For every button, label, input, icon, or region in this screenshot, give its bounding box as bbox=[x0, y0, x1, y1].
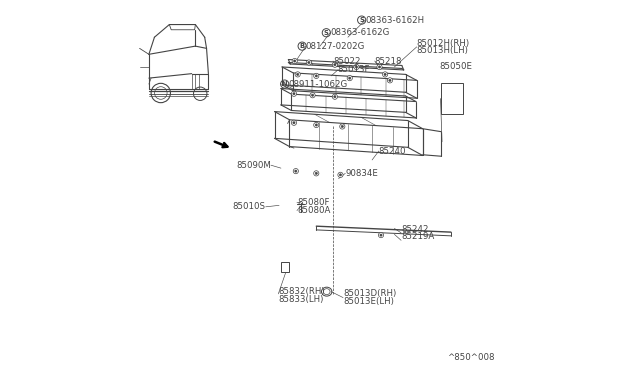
Circle shape bbox=[315, 172, 317, 174]
Text: 85080F: 85080F bbox=[297, 198, 330, 207]
Circle shape bbox=[314, 122, 319, 128]
Text: 85242: 85242 bbox=[401, 225, 429, 234]
Circle shape bbox=[315, 124, 317, 126]
Circle shape bbox=[355, 66, 358, 68]
Text: 85010S: 85010S bbox=[233, 202, 266, 211]
Circle shape bbox=[291, 120, 296, 125]
Circle shape bbox=[334, 96, 336, 98]
Text: 85022: 85022 bbox=[333, 57, 360, 65]
Circle shape bbox=[389, 79, 391, 81]
Text: 85013F: 85013F bbox=[338, 65, 371, 74]
Circle shape bbox=[332, 94, 337, 99]
Text: 08363-6162G: 08363-6162G bbox=[330, 28, 389, 37]
Circle shape bbox=[293, 122, 295, 124]
Text: S: S bbox=[359, 17, 364, 23]
Circle shape bbox=[387, 78, 392, 83]
Circle shape bbox=[338, 172, 343, 177]
Circle shape bbox=[314, 73, 319, 78]
Circle shape bbox=[314, 171, 319, 176]
Text: 85219A: 85219A bbox=[401, 232, 435, 241]
Text: 85050E: 85050E bbox=[439, 62, 472, 71]
Text: 08363-6162H: 08363-6162H bbox=[365, 16, 424, 25]
Circle shape bbox=[339, 174, 342, 176]
Circle shape bbox=[295, 72, 300, 77]
Circle shape bbox=[341, 125, 344, 128]
Circle shape bbox=[332, 62, 337, 67]
Text: 85012H(RH): 85012H(RH) bbox=[417, 39, 470, 48]
Circle shape bbox=[383, 72, 388, 77]
Text: B: B bbox=[300, 43, 305, 49]
Bar bbox=[280, 262, 289, 272]
Circle shape bbox=[293, 93, 295, 95]
Circle shape bbox=[315, 75, 317, 77]
Text: ^850^008: ^850^008 bbox=[447, 353, 495, 362]
Text: 85832(RH): 85832(RH) bbox=[278, 287, 325, 296]
Text: 08911-1062G: 08911-1062G bbox=[289, 80, 348, 89]
Circle shape bbox=[294, 60, 296, 62]
Circle shape bbox=[294, 170, 297, 172]
Text: 08127-0202G: 08127-0202G bbox=[306, 42, 365, 51]
Circle shape bbox=[293, 169, 298, 174]
Circle shape bbox=[292, 58, 298, 64]
Circle shape bbox=[377, 64, 382, 70]
Circle shape bbox=[334, 64, 336, 66]
Text: S: S bbox=[324, 30, 329, 36]
Circle shape bbox=[340, 124, 345, 129]
Text: 85833(LH): 85833(LH) bbox=[278, 295, 324, 304]
Text: 85218: 85218 bbox=[374, 57, 402, 65]
Circle shape bbox=[378, 66, 381, 68]
Circle shape bbox=[354, 64, 359, 70]
Circle shape bbox=[312, 94, 314, 96]
Text: 85013D(RH): 85013D(RH) bbox=[343, 289, 396, 298]
Text: 85013E(LH): 85013E(LH) bbox=[343, 297, 394, 306]
Text: 90834E: 90834E bbox=[346, 169, 378, 178]
Circle shape bbox=[308, 61, 310, 64]
Circle shape bbox=[349, 77, 351, 79]
Circle shape bbox=[384, 73, 386, 76]
Text: 85013H(LH): 85013H(LH) bbox=[417, 46, 468, 55]
Text: 85240: 85240 bbox=[379, 147, 406, 155]
Bar bbox=[440, 83, 463, 114]
Circle shape bbox=[378, 232, 383, 238]
Text: 85090M: 85090M bbox=[236, 161, 271, 170]
Circle shape bbox=[347, 76, 353, 81]
Circle shape bbox=[380, 234, 382, 236]
Circle shape bbox=[296, 73, 299, 76]
Circle shape bbox=[306, 60, 312, 65]
Text: 85080A: 85080A bbox=[297, 206, 330, 215]
Circle shape bbox=[310, 93, 315, 98]
Text: N: N bbox=[282, 81, 287, 87]
Circle shape bbox=[291, 91, 296, 96]
